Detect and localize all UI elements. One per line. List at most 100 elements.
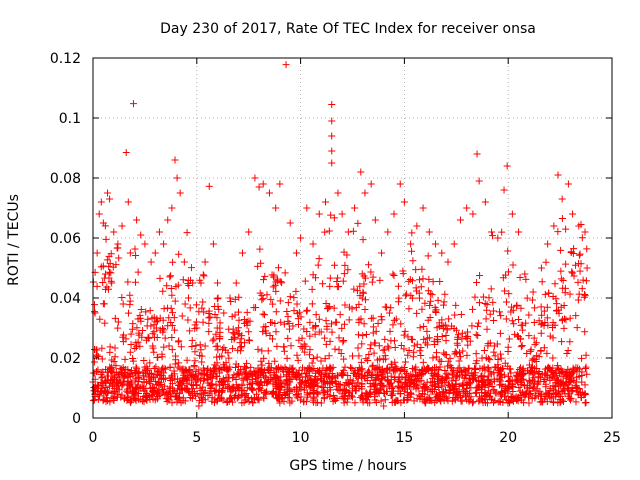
- data-point: [147, 322, 155, 330]
- data-point: [114, 318, 122, 326]
- data-point: [139, 327, 147, 335]
- data-point: [209, 370, 217, 378]
- data-point: [93, 282, 101, 290]
- data-point: [329, 397, 337, 405]
- data-point: [330, 304, 338, 312]
- data-point: [90, 358, 98, 366]
- data-point: [475, 383, 483, 391]
- data-point: [400, 387, 408, 395]
- data-point: [541, 290, 549, 298]
- data-point: [509, 306, 517, 314]
- data-point: [115, 254, 123, 262]
- data-point: [302, 373, 310, 381]
- data-point: [532, 339, 540, 347]
- data-point: [572, 312, 580, 320]
- data-point: [309, 271, 317, 279]
- data-point: [297, 396, 305, 404]
- data-point: [275, 394, 283, 402]
- data-point: [118, 294, 126, 302]
- data-point: [235, 324, 243, 332]
- data-point: [454, 341, 462, 349]
- data-point: [292, 287, 300, 295]
- data-point: [299, 344, 307, 352]
- data-point: [205, 328, 213, 336]
- data-point: [195, 397, 203, 405]
- data-point: [149, 386, 157, 394]
- data-point: [172, 352, 180, 360]
- data-point: [269, 283, 277, 291]
- data-point: [178, 312, 186, 320]
- data-point: [562, 316, 570, 324]
- data-point: [405, 305, 413, 313]
- data-point: [127, 367, 135, 375]
- data-point: [129, 355, 137, 363]
- data-point: [390, 210, 398, 218]
- data-point: [540, 378, 548, 386]
- data-point: [193, 324, 201, 332]
- data-point: [149, 330, 157, 338]
- data-point: [198, 358, 206, 366]
- data-point: [419, 204, 427, 212]
- data-point: [230, 330, 238, 338]
- data-point: [197, 279, 205, 287]
- data-point: [564, 346, 572, 354]
- data-point: [494, 234, 502, 242]
- data-point: [108, 379, 116, 387]
- data-point: [317, 399, 325, 407]
- data-point: [180, 258, 188, 266]
- data-point: [316, 374, 324, 382]
- data-point: [459, 371, 467, 379]
- data-point: [560, 324, 568, 332]
- data-point: [466, 337, 474, 345]
- data-point: [284, 299, 292, 307]
- data-point: [338, 393, 346, 401]
- data-point: [357, 168, 365, 176]
- data-point: [259, 180, 267, 188]
- data-point: [199, 371, 207, 379]
- data-point: [215, 364, 223, 372]
- data-point: [471, 293, 479, 301]
- data-point: [482, 315, 490, 323]
- data-point: [99, 219, 107, 227]
- data-point: [541, 365, 549, 373]
- data-point: [95, 210, 103, 218]
- data-point: [276, 399, 284, 407]
- data-point: [151, 249, 159, 257]
- data-point: [513, 372, 521, 380]
- data-point: [372, 398, 380, 406]
- data-point: [557, 275, 565, 283]
- data-point: [508, 303, 516, 311]
- data-point: [580, 391, 588, 399]
- data-point: [367, 268, 375, 276]
- data-point: [390, 376, 398, 384]
- data-point: [490, 317, 498, 325]
- data-point: [392, 315, 400, 323]
- data-point: [451, 311, 459, 319]
- data-point: [166, 363, 174, 371]
- data-point: [510, 320, 518, 328]
- data-point: [455, 373, 463, 381]
- data-point: [349, 227, 357, 235]
- data-point: [486, 356, 494, 364]
- data-point: [485, 294, 493, 302]
- data-point: [471, 369, 479, 377]
- data-point: [242, 390, 250, 398]
- data-point: [321, 228, 329, 236]
- data-point: [574, 296, 582, 304]
- data-point: [578, 354, 586, 362]
- data-point: [97, 198, 105, 206]
- data-point: [398, 373, 406, 381]
- data-point: [328, 147, 336, 155]
- data-point: [346, 376, 354, 384]
- data-point: [261, 272, 269, 280]
- data-point: [445, 381, 453, 389]
- data-point: [581, 365, 589, 373]
- data-point: [355, 316, 363, 324]
- data-point: [320, 377, 328, 385]
- data-point: [308, 285, 316, 293]
- data-point: [241, 339, 249, 347]
- data-point: [578, 378, 586, 386]
- data-point: [479, 293, 487, 301]
- data-point: [507, 369, 515, 377]
- data-point: [362, 331, 370, 339]
